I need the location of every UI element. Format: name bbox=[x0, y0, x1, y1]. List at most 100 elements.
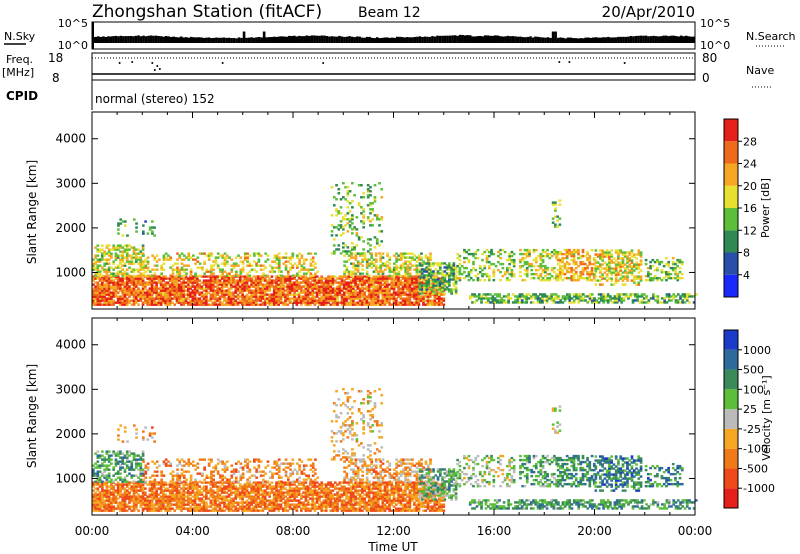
power-cell bbox=[452, 278, 456, 281]
velocity-cell bbox=[166, 503, 170, 506]
power-cell bbox=[107, 281, 111, 284]
power-cell bbox=[367, 277, 371, 280]
colorbar-tick-label: 28 bbox=[743, 135, 757, 148]
power-cell bbox=[357, 184, 361, 187]
power-cell bbox=[343, 260, 346, 263]
power-cell bbox=[125, 272, 129, 275]
power-cell bbox=[182, 258, 186, 261]
power-cell bbox=[374, 258, 378, 261]
power-cell bbox=[262, 274, 265, 277]
power-cell bbox=[322, 277, 326, 280]
velocity-cell bbox=[123, 489, 127, 492]
power-cell bbox=[123, 272, 127, 275]
velocity-cell bbox=[168, 501, 172, 504]
power-cell bbox=[98, 279, 102, 282]
power-cell bbox=[395, 272, 398, 275]
nsky-bar bbox=[287, 35, 291, 43]
power-cell bbox=[512, 274, 516, 278]
nsky-bar bbox=[629, 35, 633, 43]
power-cell bbox=[159, 295, 163, 298]
velocity-cell bbox=[92, 489, 95, 492]
power-cell bbox=[309, 264, 313, 267]
power-cell bbox=[306, 299, 310, 302]
velocity-cell bbox=[168, 485, 172, 488]
power-cell bbox=[139, 299, 143, 302]
power-cell bbox=[603, 255, 607, 258]
power-cell bbox=[187, 252, 191, 255]
power-cell bbox=[590, 299, 594, 302]
power-cell bbox=[395, 281, 398, 284]
power-cell bbox=[610, 267, 613, 270]
power-cell bbox=[630, 273, 634, 276]
power-cell bbox=[626, 257, 629, 260]
power-cell bbox=[209, 281, 213, 284]
power-cell bbox=[559, 268, 562, 272]
power-cell bbox=[556, 272, 560, 276]
power-cell bbox=[559, 301, 562, 304]
power-cell bbox=[341, 250, 345, 253]
power-cell bbox=[588, 256, 592, 260]
power-cell bbox=[164, 285, 168, 288]
power-cell bbox=[553, 252, 556, 256]
power-cell bbox=[139, 250, 143, 253]
power-cell bbox=[626, 265, 629, 268]
power-cell bbox=[141, 283, 145, 286]
power-cell bbox=[667, 274, 671, 278]
power-cell bbox=[257, 285, 260, 288]
power-cell bbox=[472, 278, 475, 282]
power-cell bbox=[331, 291, 335, 294]
power-cell bbox=[363, 256, 367, 259]
power-cell bbox=[458, 258, 462, 262]
power-cell bbox=[288, 283, 292, 286]
power-cell bbox=[107, 301, 111, 304]
power-cell bbox=[134, 252, 138, 255]
power-cell bbox=[376, 301, 380, 304]
power-cell bbox=[356, 277, 360, 280]
power-cell bbox=[227, 299, 231, 302]
power-cell bbox=[198, 291, 201, 294]
power-cell bbox=[184, 281, 188, 284]
velocity-cell bbox=[180, 503, 183, 506]
power-cell bbox=[399, 287, 403, 290]
power-cell bbox=[159, 297, 163, 300]
velocity-cell bbox=[98, 483, 102, 486]
power-cell bbox=[121, 256, 125, 259]
power-cell bbox=[236, 293, 240, 296]
velocity-cell bbox=[148, 501, 152, 504]
power-cell bbox=[418, 292, 422, 295]
power-cell bbox=[338, 277, 342, 280]
power-cell bbox=[395, 285, 398, 288]
power-cell bbox=[223, 293, 226, 296]
velocity-cell bbox=[123, 497, 127, 500]
power-cell bbox=[286, 303, 290, 306]
nsky-bar bbox=[679, 35, 683, 43]
power-cell bbox=[144, 287, 147, 290]
power-cell bbox=[270, 281, 274, 284]
power-cell bbox=[139, 262, 143, 265]
power-cell bbox=[173, 291, 177, 294]
power-cell bbox=[443, 278, 447, 281]
power-cell bbox=[340, 275, 344, 278]
power-cell bbox=[609, 299, 612, 302]
power-cell bbox=[182, 301, 186, 304]
velocity-cell bbox=[173, 493, 177, 496]
power-cell bbox=[379, 256, 383, 259]
velocity-cell bbox=[132, 501, 136, 504]
power-cell bbox=[365, 260, 369, 263]
power-cell bbox=[401, 281, 405, 284]
power-cell bbox=[465, 256, 469, 260]
power-cell bbox=[252, 299, 256, 302]
power-cell bbox=[193, 285, 197, 288]
power-cell bbox=[610, 261, 613, 264]
power-cell bbox=[376, 275, 380, 278]
power-cell bbox=[574, 250, 578, 254]
power-cell bbox=[568, 252, 571, 256]
nsky-bar bbox=[97, 36, 100, 43]
power-cell bbox=[443, 274, 447, 277]
power-cell bbox=[605, 249, 609, 252]
power-cell bbox=[250, 281, 253, 284]
power-cell bbox=[415, 291, 419, 294]
power-cell bbox=[290, 281, 294, 284]
power-cell bbox=[404, 301, 407, 304]
velocity-cell bbox=[141, 501, 145, 504]
